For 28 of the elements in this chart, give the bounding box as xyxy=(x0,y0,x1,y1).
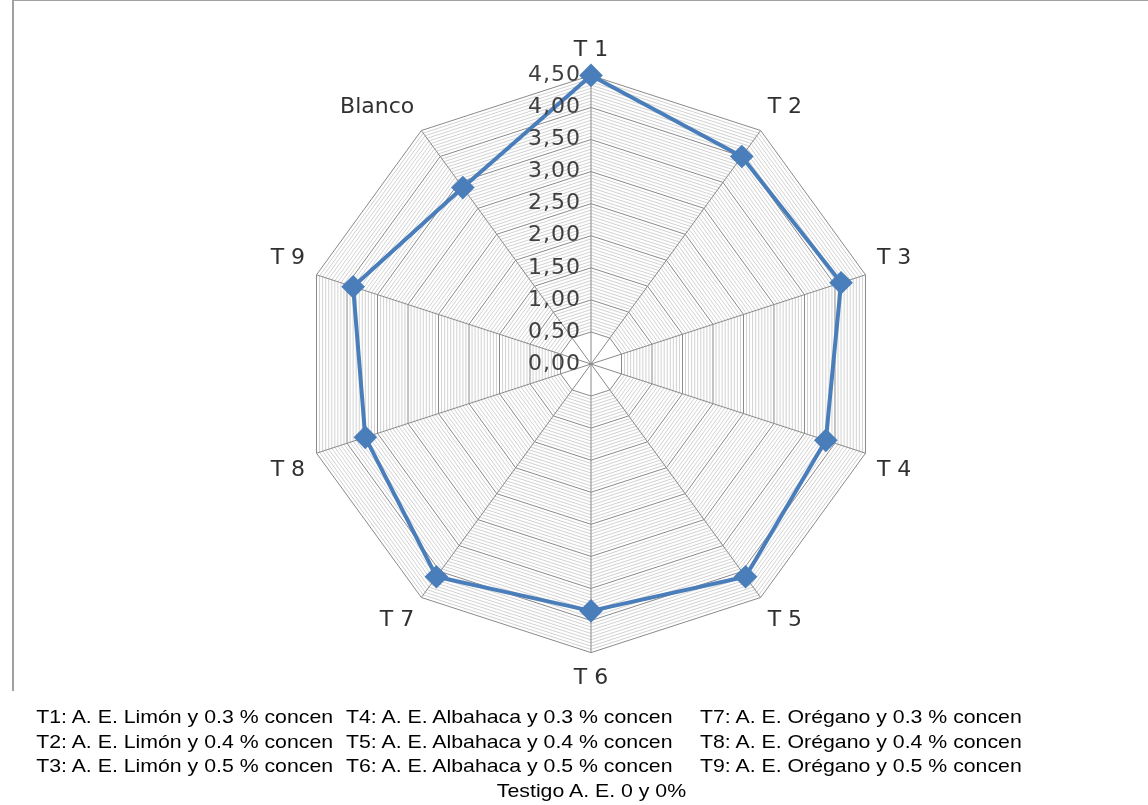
spoke-label: Blanco xyxy=(340,93,415,119)
spoke-label: T 9 xyxy=(269,243,306,269)
text: Testigo A. E. 0 y 0% xyxy=(496,778,686,803)
spoke-label: T 5 xyxy=(766,606,803,632)
text: T7: A. E. Orégano y 0.3 % concen xyxy=(700,705,1022,729)
text: T3: A. E. Limón y 0.5 % concen xyxy=(36,754,333,778)
spoke-label: T 8 xyxy=(269,455,306,481)
y-tick-label: 0,50 xyxy=(528,317,581,343)
text: T1: A. E. Limón y 0.3 % concen xyxy=(36,705,333,729)
text: T4: A. E. Albahaca y 0.3 % concen xyxy=(346,705,673,729)
y-tick-label: 2,50 xyxy=(528,189,581,215)
y-tick-label: 3,50 xyxy=(528,125,581,151)
spoke-label: T 1 xyxy=(572,35,609,61)
text: T6: A. E. Albahaca y 0.5 % concen xyxy=(346,754,673,778)
spoke-label: T 2 xyxy=(766,93,803,119)
spoke-label: T 6 xyxy=(572,663,609,689)
y-tick-label: 1,50 xyxy=(528,253,581,279)
spoke-label: T 7 xyxy=(378,606,415,632)
y-tick-label: 4,50 xyxy=(528,61,581,87)
spoke-label: T 4 xyxy=(875,455,912,481)
spoke-label: T 3 xyxy=(875,243,912,269)
y-tick-label: 3,00 xyxy=(528,157,581,183)
y-tick-label: 2,00 xyxy=(528,221,581,247)
y-tick-label: 1,00 xyxy=(528,285,581,311)
text: T5: A. E. Albahaca y 0.4 % concen xyxy=(346,729,673,754)
text: T9: A. E. Orégano y 0.5 % concen xyxy=(700,754,1022,778)
text: T2: A. E. Limón y 0.4 % concen xyxy=(36,729,333,754)
text: T8: A. E. Orégano y 0.4 % concen xyxy=(700,729,1022,754)
